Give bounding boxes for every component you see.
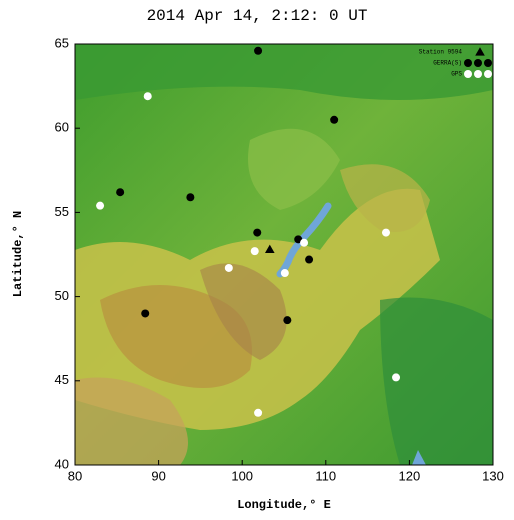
circle-marker [382,229,390,237]
circle-marker [300,239,308,247]
y-tick-label: 40 [55,456,69,471]
legend-label: Station 9594 [419,49,463,56]
y-tick-label: 50 [55,288,69,303]
map-chart: 2014 Apr 14, 2:12: 0 UT Longitude,° E La… [0,0,514,515]
circle-marker [225,264,233,272]
x-axis-label: Longitude,° E [237,498,331,512]
y-tick-label: 55 [55,204,69,219]
x-tick-label: 130 [482,468,504,483]
y-tick-label: 60 [55,120,69,135]
circle-marker [254,409,262,417]
legend-label: GPS [451,71,462,78]
x-tick-label: 110 [315,468,336,483]
y-tick-label: 65 [55,35,69,50]
x-tick-label: 90 [151,468,165,483]
circle-marker [141,309,149,317]
x-tick-label: 80 [68,468,82,483]
circle-marker [474,70,482,78]
circle-marker [330,116,338,124]
circle-marker [305,256,313,264]
circle-marker [253,229,261,237]
y-tick-label: 45 [55,372,69,387]
circle-marker [464,70,472,78]
terrain [75,44,493,465]
circle-marker [186,193,194,201]
circle-marker [474,59,482,67]
circle-marker [116,188,124,196]
circle-marker [96,202,104,210]
circle-marker [144,92,152,100]
x-tick-label: 100 [231,468,253,483]
legend-label: GERRA(S) [433,60,462,67]
circle-marker [254,47,262,55]
chart-title: 2014 Apr 14, 2:12: 0 UT [147,7,368,25]
circle-marker [251,247,259,255]
circle-marker [392,373,400,381]
y-axis-label: Latitude,° N [11,211,25,297]
circle-marker [281,269,289,277]
circle-marker [283,316,291,324]
circle-marker [484,70,492,78]
circle-marker [464,59,472,67]
circle-marker [484,59,492,67]
x-tick-label: 120 [399,468,421,483]
